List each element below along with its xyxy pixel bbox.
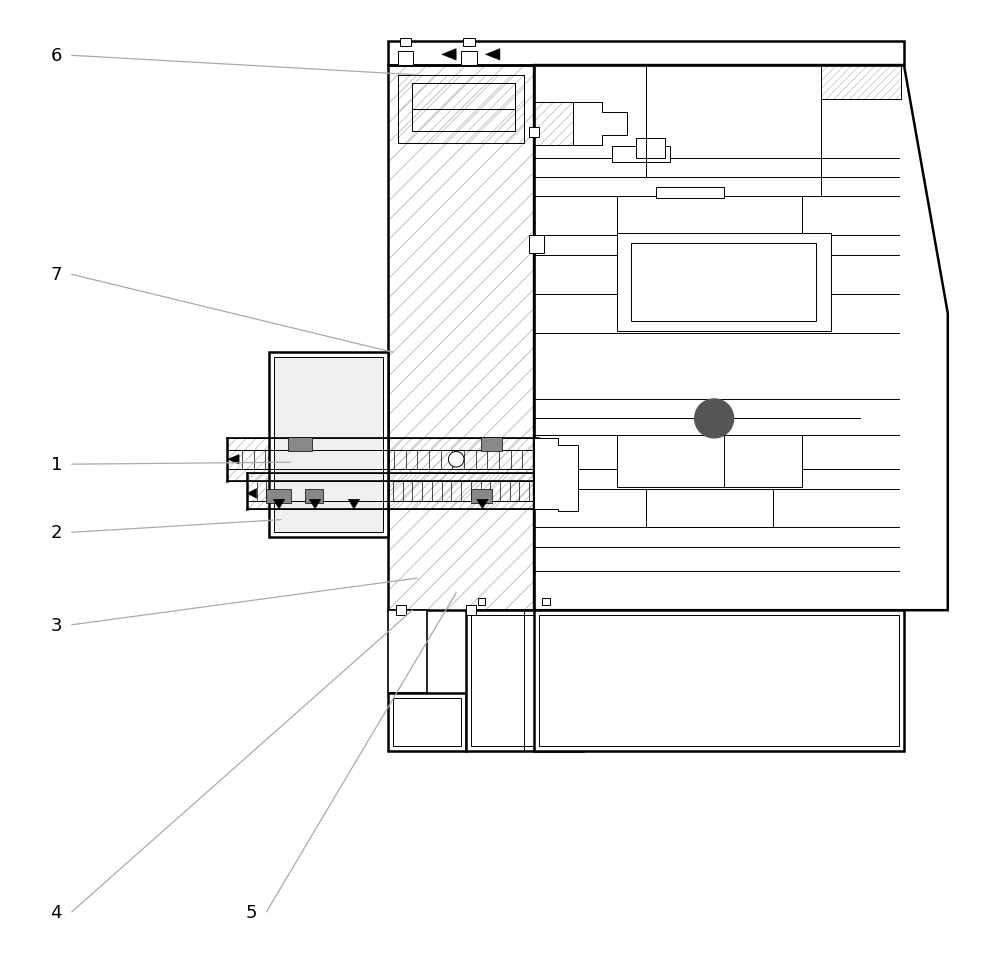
- Bar: [393, 698, 461, 746]
- Bar: [478, 598, 485, 605]
- Polygon shape: [477, 500, 488, 510]
- Text: 6: 6: [51, 47, 62, 66]
- Polygon shape: [534, 66, 948, 610]
- Bar: [247, 502, 534, 510]
- Bar: [227, 469, 534, 481]
- Bar: [529, 236, 544, 253]
- Text: 3: 3: [50, 616, 62, 634]
- Bar: [269, 353, 388, 538]
- Bar: [612, 147, 670, 163]
- Text: 4: 4: [50, 903, 62, 921]
- Bar: [388, 66, 534, 610]
- Bar: [398, 75, 524, 144]
- Bar: [227, 438, 534, 450]
- Bar: [400, 39, 411, 47]
- Bar: [466, 605, 476, 615]
- Bar: [646, 489, 773, 528]
- Polygon shape: [573, 103, 627, 146]
- Polygon shape: [309, 500, 321, 510]
- Bar: [266, 490, 291, 504]
- Text: 5: 5: [245, 903, 257, 921]
- Bar: [471, 490, 492, 504]
- Bar: [305, 490, 323, 504]
- Bar: [636, 139, 665, 158]
- Bar: [388, 42, 904, 66]
- Polygon shape: [247, 489, 257, 499]
- Bar: [461, 53, 477, 66]
- Polygon shape: [485, 50, 500, 61]
- Bar: [539, 615, 899, 746]
- Polygon shape: [227, 455, 239, 465]
- Bar: [617, 234, 831, 332]
- Bar: [412, 83, 515, 132]
- Bar: [398, 53, 413, 66]
- Bar: [466, 610, 583, 751]
- Bar: [534, 610, 904, 751]
- Bar: [471, 615, 578, 746]
- Bar: [288, 437, 312, 451]
- Bar: [534, 103, 573, 146]
- Polygon shape: [273, 500, 285, 510]
- Bar: [481, 437, 502, 451]
- Polygon shape: [442, 50, 456, 61]
- Bar: [388, 693, 466, 751]
- Circle shape: [695, 400, 734, 438]
- Bar: [388, 610, 427, 693]
- Bar: [247, 473, 534, 481]
- Text: 1: 1: [51, 456, 62, 473]
- Bar: [617, 198, 802, 234]
- Bar: [396, 605, 406, 615]
- Bar: [463, 39, 475, 47]
- Text: 2: 2: [50, 524, 62, 542]
- Bar: [821, 66, 901, 100]
- Text: 7: 7: [50, 266, 62, 284]
- Bar: [542, 598, 550, 605]
- Bar: [274, 358, 383, 533]
- Bar: [617, 435, 802, 487]
- Bar: [529, 128, 539, 138]
- Circle shape: [448, 452, 464, 467]
- Bar: [631, 244, 816, 322]
- Bar: [656, 188, 724, 200]
- Polygon shape: [534, 438, 578, 511]
- Polygon shape: [348, 500, 360, 510]
